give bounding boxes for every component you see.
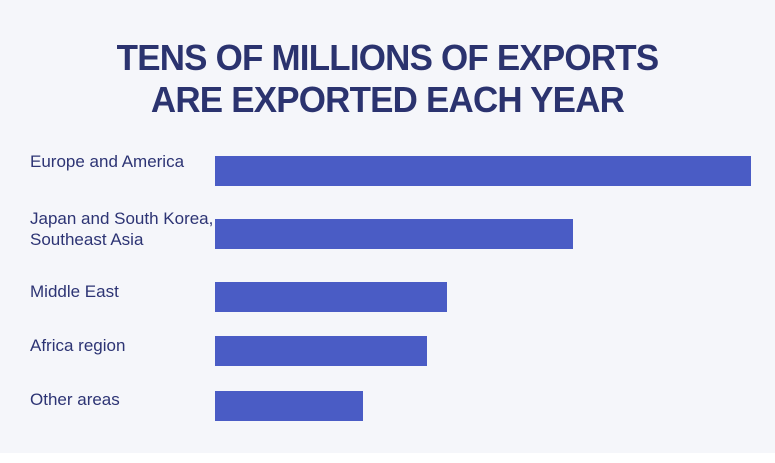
bar-middle-east — [215, 282, 447, 312]
bottom-white-strip — [0, 453, 775, 463]
chart-title-line2: ARE EXPORTED EACH YEAR — [150, 79, 625, 121]
chart-title: TENS OF MILLIONS OF EXPORTS ARE EXPORTED… — [12, 37, 764, 121]
category-label-middle-east: Middle East — [30, 282, 119, 301]
category-label-europe-and-america: Europe and America — [30, 152, 185, 171]
category-label-other-areas: Other areas — [30, 390, 120, 409]
category-label-japan-south-korea-southeast-asia: Japan and South Korea, Southeast Asia — [30, 209, 214, 249]
bar-africa-region — [215, 336, 427, 366]
bar-other-areas — [215, 391, 363, 421]
chart-title-line1: TENS OF MILLIONS OF EXPORTS — [116, 37, 659, 79]
category-label-africa-region: Africa region — [30, 336, 126, 355]
bar-japan-south-korea-southeast-asia — [215, 219, 573, 249]
bar-europe-and-america — [215, 156, 751, 186]
